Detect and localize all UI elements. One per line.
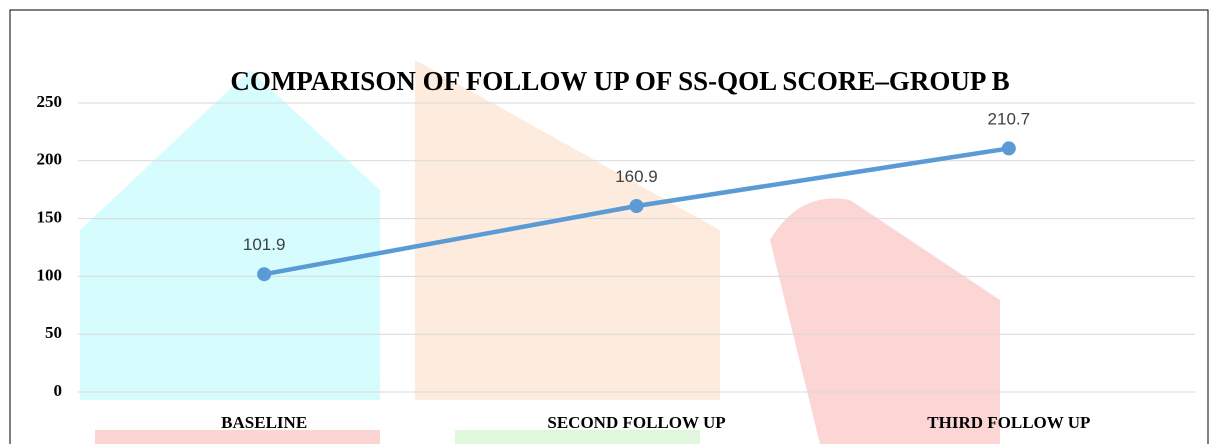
x-tick-label: BASELINE (221, 413, 307, 432)
data-point (257, 267, 271, 281)
x-tick-label: THIRD FOLLOW UP (927, 413, 1090, 432)
y-tick-label: 250 (37, 92, 63, 111)
data-point (630, 199, 644, 213)
data-label: 101.9 (243, 235, 286, 254)
data-label: 160.9 (615, 167, 658, 186)
watermark (80, 60, 1000, 444)
y-tick-label: 150 (37, 208, 63, 227)
y-tick-label: 100 (37, 265, 63, 284)
y-tick-label: 0 (54, 381, 63, 400)
chart: COMPARISON OF FOLLOW UP OF SS-QOL SCORE–… (0, 0, 1213, 444)
y-tick-label: 50 (45, 323, 62, 342)
data-point (1002, 141, 1016, 155)
data-label: 210.7 (988, 109, 1031, 128)
x-tick-label: SECOND FOLLOW UP (547, 413, 725, 432)
chart-title: COMPARISON OF FOLLOW UP OF SS-QOL SCORE–… (230, 66, 1009, 96)
y-tick-label: 200 (37, 150, 63, 169)
